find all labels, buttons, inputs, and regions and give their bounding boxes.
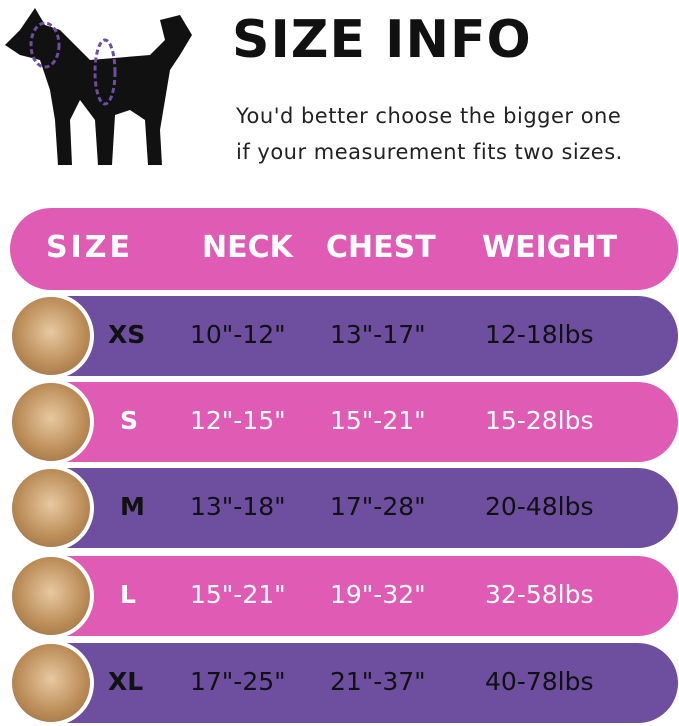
- neck-cell: 12"-15": [190, 406, 286, 435]
- dog-photo: [8, 293, 94, 379]
- weight-cell: 15-28lbs: [485, 406, 594, 435]
- table-row: L 15"-21" 19"-32" 32-58lbs: [50, 556, 678, 636]
- size-cell: S: [120, 406, 139, 435]
- size-advice: You'd better choose the bigger one if yo…: [236, 98, 623, 170]
- weight-cell: 32-58lbs: [485, 580, 594, 609]
- page-title: SIZE INFO: [232, 10, 532, 70]
- chest-cell: 21"-37": [330, 667, 426, 696]
- weight-cell: 12-18lbs: [485, 320, 594, 349]
- dog-photo: [8, 553, 94, 639]
- neck-cell: 17"-25": [190, 667, 286, 696]
- table-row: M 13"-18" 17"-28" 20-48lbs: [50, 468, 678, 548]
- dog-photo: [8, 379, 94, 465]
- neck-cell: 10"-12": [190, 320, 286, 349]
- table-row: XL 17"-25" 21"-37" 40-78lbs: [50, 643, 678, 723]
- size-cell: XS: [108, 320, 146, 349]
- advice-line: You'd better choose the bigger one: [236, 104, 622, 128]
- size-cell: M: [120, 492, 145, 521]
- header-neck: NECK: [202, 230, 293, 265]
- chest-cell: 15"-21": [330, 406, 426, 435]
- chest-cell: 17"-28": [330, 492, 426, 521]
- neck-cell: 15"-21": [190, 580, 286, 609]
- advice-line: if your measurement fits two sizes.: [236, 140, 623, 164]
- chest-cell: 19"-32": [330, 580, 426, 609]
- size-cell: L: [120, 580, 136, 609]
- chest-cell: 13"-17": [330, 320, 426, 349]
- dog-photo: [8, 640, 94, 726]
- weight-cell: 40-78lbs: [485, 667, 594, 696]
- dog-silhouette-measurement-icon: [5, 8, 192, 165]
- weight-cell: 20-48lbs: [485, 492, 594, 521]
- size-cell: XL: [108, 667, 144, 696]
- header-chest: CHEST: [326, 230, 436, 265]
- header-weight: WEIGHT: [482, 230, 617, 265]
- neck-cell: 13"-18": [190, 492, 286, 521]
- dog-photo: [8, 465, 94, 551]
- table-header: SIZE NECK CHEST WEIGHT: [10, 208, 678, 290]
- table-row: S 12"-15" 15"-21" 15-28lbs: [50, 382, 678, 462]
- table-row: XS 10"-12" 13"-17" 12-18lbs: [50, 296, 678, 376]
- header-size: SIZE: [46, 230, 134, 265]
